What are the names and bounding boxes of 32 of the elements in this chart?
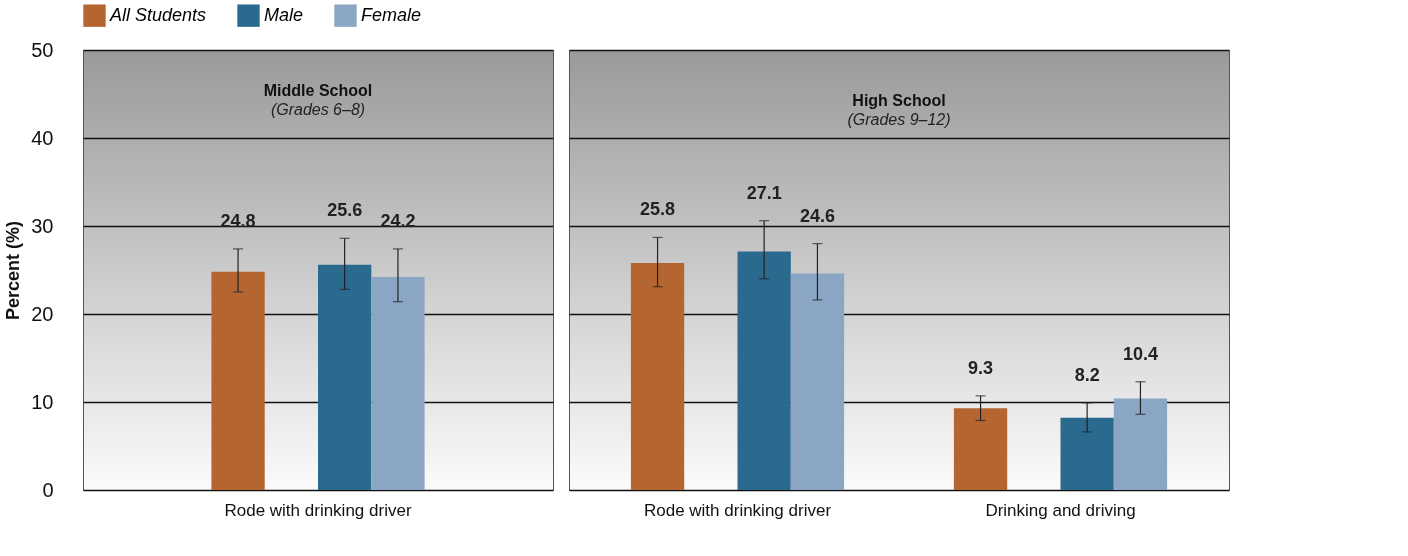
text: Middle School [263, 82, 373, 99]
y-axis-title: Percent (%) [3, 220, 24, 321]
text: (Grades 9–12) [847, 111, 951, 128]
data-label: 24.6 [799, 205, 835, 226]
data-label: 9.3 [968, 357, 994, 378]
legend-label: All Students [109, 4, 207, 25]
data-label: 8.2 [1074, 364, 1100, 385]
x-tick-label: Rode with drinking driver [224, 500, 412, 520]
text: High School [852, 92, 946, 109]
data-label: 25.8 [640, 199, 676, 220]
bar [1113, 398, 1168, 490]
y-tick-label: 40 [31, 126, 54, 149]
y-tick-label: 20 [31, 302, 54, 325]
bar [737, 251, 791, 490]
y-tick-label: 30 [31, 214, 54, 237]
data-label: 25.6 [327, 200, 363, 221]
legend-label: Female [361, 4, 422, 25]
data-label: 27.1 [746, 182, 782, 203]
x-tick-label: Rode with drinking driver [643, 500, 832, 520]
bar [1060, 417, 1114, 490]
bar [790, 273, 845, 490]
y-tick-label: 0 [42, 478, 54, 501]
bar [953, 408, 1008, 490]
text: (Grades 6–8) [270, 101, 366, 118]
data-label: 10.4 [1122, 343, 1158, 364]
bar [630, 262, 685, 490]
legend-label: Male [264, 4, 304, 25]
x-tick-label: Drinking and driving [985, 500, 1136, 520]
y-tick-label: 50 [31, 38, 54, 61]
data-label: 24.2 [380, 210, 416, 231]
y-tick-label: 10 [31, 390, 54, 413]
data-label: 24.8 [220, 210, 256, 231]
